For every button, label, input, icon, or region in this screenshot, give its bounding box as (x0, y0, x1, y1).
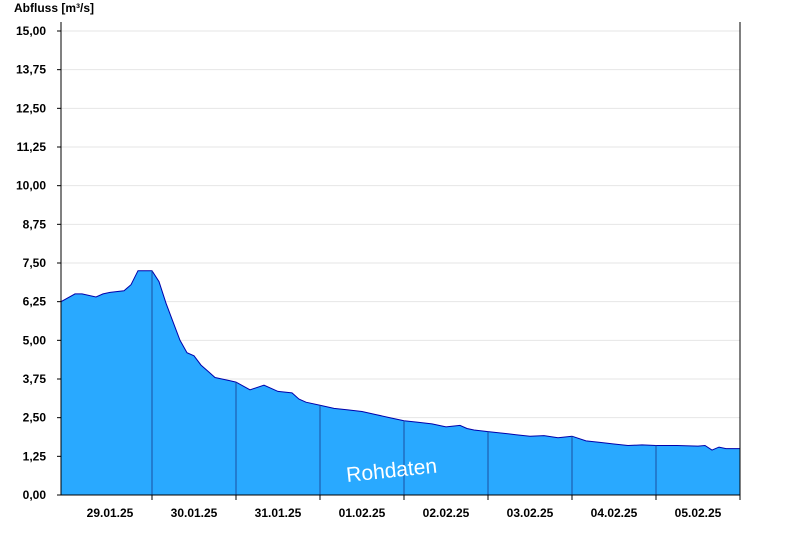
y-tick-label: 7,50 (23, 256, 47, 270)
x-tick-label: 29.01.25 (87, 506, 134, 520)
y-tick-label: 10,00 (16, 179, 46, 193)
x-tick-label: 04.02.25 (591, 506, 638, 520)
discharge-line (60, 270, 740, 451)
y-tick-label: 5,00 (23, 333, 47, 347)
x-tick-label: 31.01.25 (255, 506, 302, 520)
y-tick-label: 1,25 (23, 449, 47, 463)
y-tick-label: 3,75 (23, 372, 47, 386)
y-tick-label: 6,25 (23, 295, 47, 309)
day-boundaries (151, 270, 657, 495)
x-tick-label: 01.02.25 (339, 506, 386, 520)
x-tick-label: 05.02.25 (675, 506, 722, 520)
axes (60, 22, 741, 496)
discharge-area (61, 270, 740, 495)
y-tick-label: 11,25 (17, 140, 47, 154)
y-axis-label: Abfluss [m³/s] (14, 1, 95, 15)
y-tick-label: 0,00 (23, 488, 47, 502)
x-ticks: 29.01.25 30.01.25 31.01.25 01.02.25 02.02.25… (87, 495, 741, 520)
x-tick-label: 03.02.25 (507, 506, 554, 520)
y-ticks: 0,00 1,25 2,50 3,75 5,00 6,25 7,50 8,75 10,00 11,… (16, 24, 61, 502)
y-tick-label: 13,75 (16, 63, 46, 77)
x-tick-label: 02.02.25 (423, 506, 470, 520)
y-tick-label: 12,50 (16, 101, 46, 115)
y-tick-label: 15,00 (16, 24, 46, 38)
x-tick-label: 30.01.25 (171, 506, 218, 520)
y-tick-label: 8,75 (23, 217, 47, 231)
y-tick-label: 2,50 (23, 411, 47, 425)
